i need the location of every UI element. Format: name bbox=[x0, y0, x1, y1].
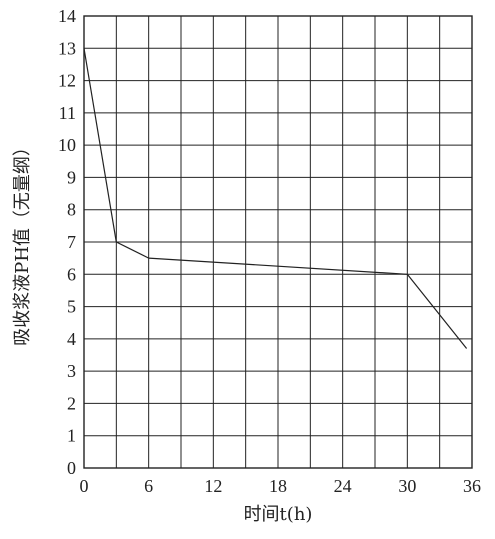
y-tick-label: 6 bbox=[67, 264, 76, 284]
x-tick-label: 0 bbox=[80, 476, 89, 496]
y-tick-label: 14 bbox=[58, 6, 76, 26]
y-tick-label: 7 bbox=[67, 232, 76, 252]
y-tick-label: 11 bbox=[59, 103, 76, 123]
y-tick-label: 5 bbox=[67, 297, 76, 317]
y-tick-label: 10 bbox=[58, 135, 76, 155]
x-tick-label: 6 bbox=[144, 476, 153, 496]
y-axis-title: 吸收浆液PH值（无量纲） bbox=[12, 138, 33, 346]
y-tick-label: 0 bbox=[67, 458, 76, 478]
y-tick-label: 1 bbox=[67, 426, 76, 446]
y-tick-label: 3 bbox=[67, 361, 76, 381]
x-tick-labels: 0 6 12 18 24 30 36 bbox=[80, 476, 482, 496]
plot-frame bbox=[83, 15, 473, 469]
plot-border bbox=[83, 15, 473, 469]
series-line bbox=[83, 48, 468, 349]
series bbox=[83, 48, 468, 349]
x-tick-label: 30 bbox=[398, 476, 416, 496]
x-axis-title: 时间t(h) bbox=[244, 504, 313, 525]
y-tick-label: 13 bbox=[58, 38, 76, 58]
x-tick-label: 12 bbox=[204, 476, 222, 496]
y-tick-label: 12 bbox=[58, 71, 76, 91]
y-tick-label: 2 bbox=[67, 393, 76, 413]
x-tick-label: 18 bbox=[269, 476, 287, 496]
y-tick-label: 8 bbox=[67, 200, 76, 220]
x-tick-label: 36 bbox=[463, 476, 481, 496]
grid bbox=[84, 16, 472, 468]
y-tick-label: 4 bbox=[67, 329, 76, 349]
y-tick-label: 9 bbox=[67, 167, 76, 187]
x-tick-label: 24 bbox=[334, 476, 352, 496]
